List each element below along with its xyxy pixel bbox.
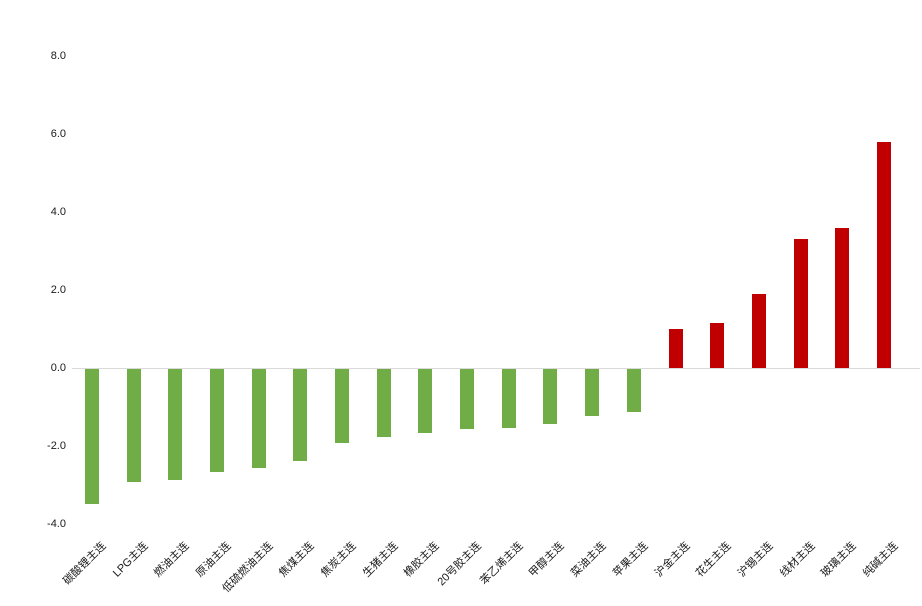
x-category-label: 线材主连	[777, 540, 818, 580]
bar	[127, 369, 141, 482]
bar	[835, 228, 849, 368]
y-tick-label: 8.0	[50, 50, 66, 62]
bar	[627, 369, 641, 412]
x-category-label: 原油主连	[193, 540, 234, 580]
x-category-label: 花生主连	[694, 540, 734, 580]
bar	[418, 369, 432, 433]
y-tick-label: 4.0	[50, 206, 66, 218]
y-tick-label: 6.0	[50, 128, 66, 140]
x-category-label: 沪金主连	[652, 540, 693, 580]
bar	[669, 329, 683, 368]
y-tick-label: -2.0	[47, 440, 66, 452]
bar	[85, 369, 99, 504]
y-tick-label: -4.0	[47, 518, 66, 530]
x-category-label: 燃油主连	[152, 540, 192, 580]
bar	[794, 239, 808, 368]
x-category-label: 焦炭主连	[318, 540, 359, 580]
bar	[210, 369, 224, 472]
bar	[377, 369, 391, 437]
bar	[543, 369, 557, 424]
x-category-label: 纯碱主连	[860, 540, 901, 580]
zero-gridline	[72, 368, 920, 369]
bar	[168, 369, 182, 480]
bar	[502, 369, 516, 428]
x-category-label: 碳酸锂主连	[61, 540, 109, 588]
x-category-label: 甲醇主连	[527, 540, 567, 580]
x-category-label: 玻璃主连	[819, 540, 859, 580]
x-category-label: 焦煤主连	[277, 540, 317, 580]
bar	[335, 369, 349, 443]
bar	[877, 142, 891, 368]
bar	[752, 294, 766, 368]
bar	[293, 369, 307, 461]
bar	[252, 369, 266, 468]
x-category-label: 橡胶主连	[402, 540, 442, 580]
x-category-label: LPG主连	[110, 540, 151, 580]
y-tick-label: 2.0	[50, 284, 66, 296]
bar	[585, 369, 599, 416]
x-category-label: 菜油主连	[569, 540, 609, 580]
bar	[460, 369, 474, 429]
x-category-label: 沪锡主连	[735, 540, 776, 580]
y-tick-label: 0.0	[50, 362, 66, 374]
x-category-label: 苯乙烯主连	[477, 540, 526, 588]
x-category-label: 20号胶主连	[435, 540, 484, 589]
bar	[710, 323, 724, 368]
x-category-label: 生猪主连	[360, 540, 401, 580]
x-category-label: 苹果主连	[610, 540, 651, 580]
